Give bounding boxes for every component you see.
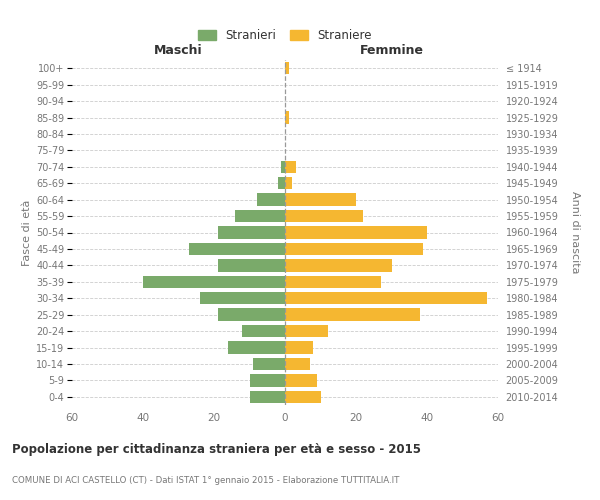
Bar (257, 194, 285, 206)
Bar (285, 259, 392, 272)
Bar (285, 308, 420, 321)
Bar (235, 210, 285, 222)
Text: Maschi: Maschi (154, 44, 203, 57)
Bar (200, 292, 285, 304)
Bar (242, 325, 285, 337)
Bar (253, 358, 285, 370)
Bar (285, 358, 310, 370)
Bar (278, 177, 285, 190)
Bar (285, 325, 328, 337)
Bar (285, 342, 313, 353)
Bar (285, 210, 363, 222)
Text: COMUNE DI ACI CASTELLO (CT) - Dati ISTAT 1° gennaio 2015 - Elaborazione TUTTITAL: COMUNE DI ACI CASTELLO (CT) - Dati ISTAT… (12, 476, 400, 485)
Bar (285, 194, 356, 206)
Bar (285, 226, 427, 238)
Bar (285, 390, 320, 403)
Bar (250, 374, 285, 386)
Bar (218, 259, 285, 272)
Bar (285, 160, 296, 173)
Bar (228, 342, 285, 353)
Bar (285, 112, 289, 124)
Bar (285, 177, 292, 190)
Text: Popolazione per cittadinanza straniera per età e sesso - 2015: Popolazione per cittadinanza straniera p… (12, 442, 421, 456)
Y-axis label: Fasce di età: Fasce di età (22, 200, 32, 266)
Bar (281, 160, 285, 173)
Text: Femmine: Femmine (359, 44, 424, 57)
Bar (285, 276, 381, 288)
Bar (285, 243, 424, 255)
Bar (285, 374, 317, 386)
Bar (189, 243, 285, 255)
Bar (143, 276, 285, 288)
Bar (218, 226, 285, 238)
Bar (250, 390, 285, 403)
Y-axis label: Anni di nascita: Anni di nascita (569, 191, 580, 274)
Bar (285, 292, 487, 304)
Bar (285, 62, 289, 74)
Bar (218, 308, 285, 321)
Legend: Stranieri, Straniere: Stranieri, Straniere (193, 24, 377, 47)
